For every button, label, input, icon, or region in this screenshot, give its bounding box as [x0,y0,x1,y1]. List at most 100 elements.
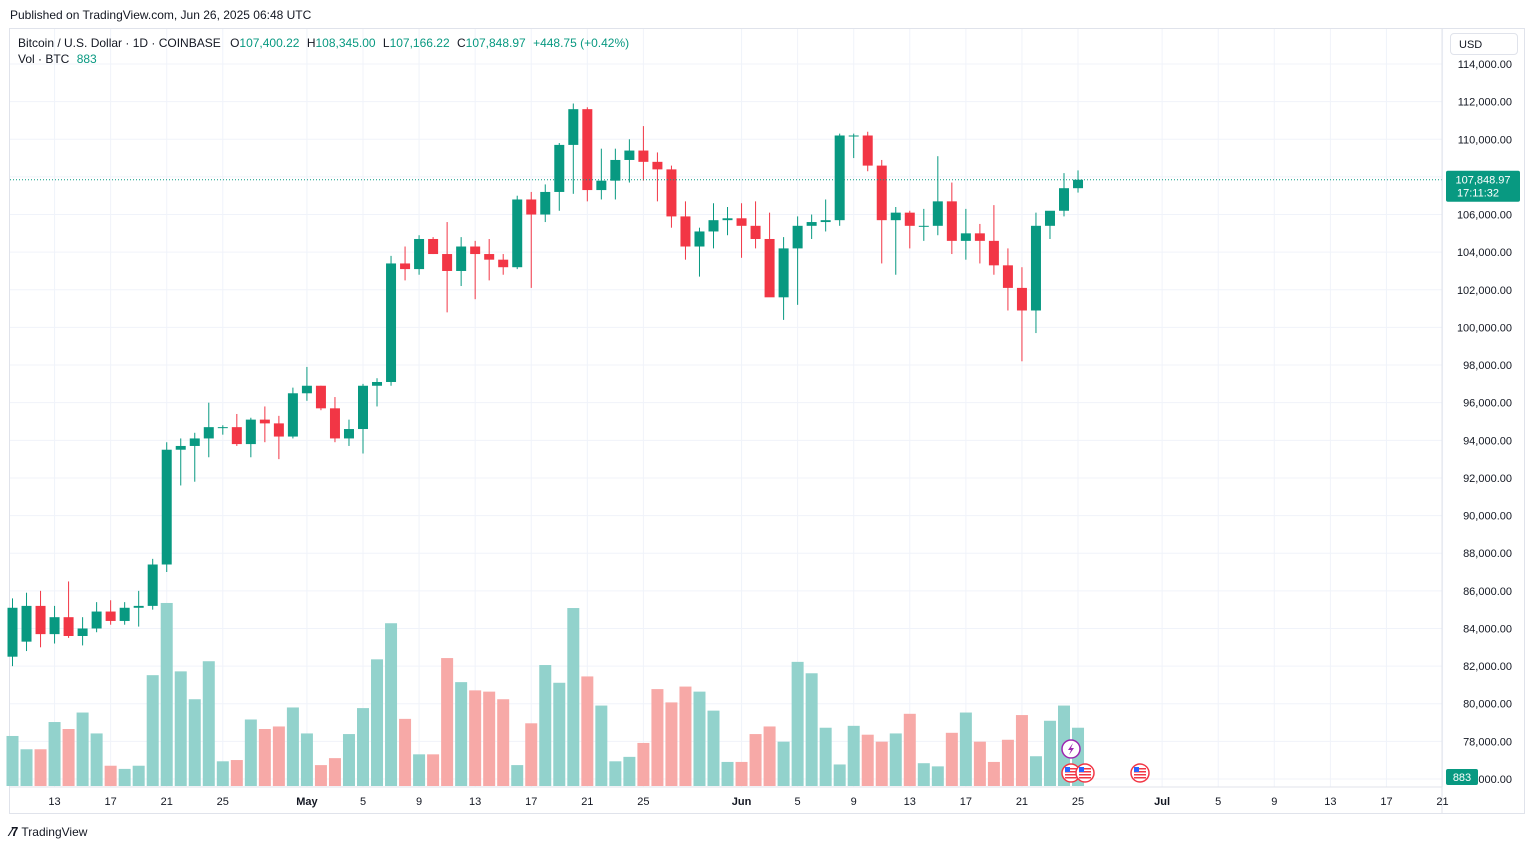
volume-bar [637,742,650,786]
volume-label[interactable]: Vol · BTC [18,52,70,66]
volume-bar [427,754,440,786]
volume-bar [76,712,89,786]
x-tick-label: 5 [360,796,366,808]
candle-body [175,445,186,450]
volume-bar [651,689,664,786]
x-tick-label: Jul [1154,796,1170,808]
candle-body [876,165,887,221]
currency-selector[interactable]: USD [1450,33,1518,55]
candle-body [1002,265,1013,288]
x-tick-label: 17 [105,796,117,808]
candle-body [484,254,495,260]
y-tick-label: 100,000.00 [1457,322,1512,334]
candle-body [512,199,523,268]
x-tick-label: 9 [851,796,857,808]
x-tick-label: 13 [48,796,60,808]
candle-body [287,393,298,437]
volume-bar [90,733,103,786]
volume-bar [244,719,257,786]
volume-bar [20,749,33,786]
volume-bar [202,661,215,786]
volume-bar [216,761,229,786]
y-tick-label: 88,000.00 [1463,548,1512,560]
candle-body [778,248,789,298]
candle-body [372,381,383,386]
candle-body [694,231,705,247]
candlesticks [7,103,1084,667]
x-tick-label: 5 [1215,796,1221,808]
volume-bar [861,734,874,786]
x-tick-label: 13 [1324,796,1336,808]
volume-bar [286,707,299,786]
open-label: O [230,36,240,50]
open-value: 107,400.22 [239,36,300,50]
last-price-label-bg [1446,170,1520,202]
candle-body [764,238,775,298]
y-tick-label: 82,000.00 [1463,661,1512,673]
candle-body [231,427,242,445]
candle-body [470,246,481,255]
brand-footer[interactable]: ⁄7 TradingView [10,824,87,839]
x-tick-label: 21 [1436,796,1448,808]
volume-bar [889,733,902,786]
candle-body [890,212,901,221]
us-flag-event-icon [1075,763,1095,783]
volume-bar [188,699,201,786]
candle-body [708,220,719,232]
candle-body [596,180,607,191]
candle-body [792,225,803,249]
brand-name: TradingView [21,824,88,839]
volume-bar [707,710,720,786]
volume-bar [693,691,706,786]
candle-body [329,408,340,439]
volume-bar [469,690,482,786]
volume-bar [455,682,468,786]
close-label: C [456,36,466,50]
volume-bar [917,763,930,786]
volume-bars [6,602,1085,786]
candle-body [582,109,593,191]
volume-bar [160,602,173,786]
volume-bar [174,671,187,786]
y-tick-label: 94,000.00 [1463,435,1512,447]
volume-bar [763,726,776,786]
y-tick-label: 114,000.00 [1458,59,1512,71]
x-tick-label: May [296,796,318,808]
candle-body [554,144,565,192]
volume-bar [735,761,748,786]
x-tick-label: 25 [637,796,649,808]
candle-body [1044,210,1055,226]
candle-body [217,427,228,429]
countdown-timer: 17:11:32 [1457,188,1499,200]
low-label: L [382,36,390,50]
ohlc-row: Bitcoin / U.S. Dollar · 1D · COINBASE O1… [18,35,629,51]
x-tick-label: Jun [732,796,752,808]
candle-body [806,222,817,226]
volume-bar [819,727,832,786]
volume-bar [118,768,131,786]
candle-body [974,233,985,241]
x-tick-label: 25 [1072,796,1084,808]
chart-frame[interactable] [9,28,1525,814]
volume-bar [511,765,524,786]
volume-bar [258,729,271,786]
volume-bar [805,673,818,786]
candle-body [35,605,46,635]
symbol-legend: Bitcoin / U.S. Dollar · 1D · COINBASE O1… [18,35,629,67]
candle-body [568,109,579,145]
volume-bar [483,691,496,786]
volume-bar [791,661,804,786]
volume-value: 883 [76,52,97,66]
volume-row: Vol · BTC 883 [18,51,629,67]
volume-bar [399,718,412,786]
low-value: 107,166.22 [389,36,450,50]
symbol-name[interactable]: Bitcoin / U.S. Dollar · 1D · COINBASE [18,36,221,50]
volume-bar [272,726,285,786]
volume-axis-value: 883 [1453,772,1471,784]
y-tick-label: 98,000.00 [1463,360,1512,372]
candle-body [666,169,677,217]
volume-bar [679,686,692,786]
candle-body [904,212,915,226]
